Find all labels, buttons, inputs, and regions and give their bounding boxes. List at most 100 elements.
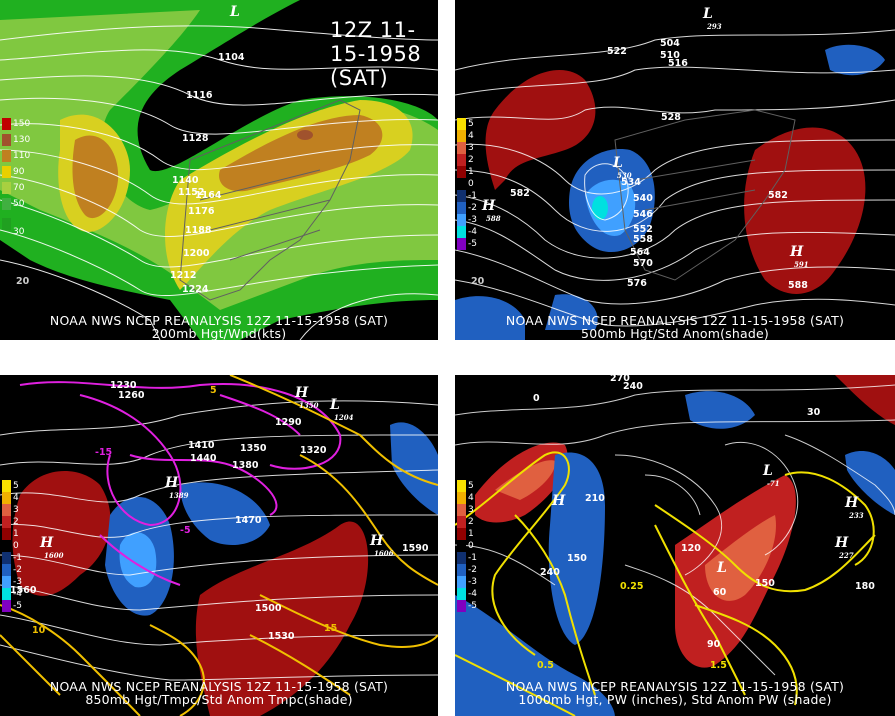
map-850mb bbox=[0, 375, 438, 716]
contour-label: 504 bbox=[660, 38, 680, 49]
contour-label: 1320 bbox=[300, 445, 327, 456]
contour-label: 1350 bbox=[240, 443, 267, 454]
panel-1000mb-height-pw: 5 4 3 2 1 0 -1 -2 -3 -4 -5 270 240 210 1… bbox=[455, 375, 895, 716]
high-pressure-marker: H 1606 bbox=[370, 533, 394, 558]
contour-label: 522 bbox=[607, 46, 627, 57]
contour-label: 180 bbox=[855, 581, 875, 592]
contour-label: 210 bbox=[585, 493, 605, 504]
anom-negative-sw bbox=[455, 296, 525, 340]
high-pressure-marker: H 227 bbox=[835, 535, 854, 560]
anom-negative-west bbox=[455, 595, 615, 716]
high-pressure-marker: H 591 bbox=[790, 244, 809, 269]
anom-positive-west bbox=[485, 70, 596, 190]
contour-label: 5 bbox=[210, 385, 217, 396]
chart-main-title: 12Z 11-15-1958 (SAT) bbox=[330, 18, 422, 90]
contour-label: 150 bbox=[567, 553, 587, 564]
low-pressure-marker: L 1204 bbox=[330, 397, 354, 422]
high-pressure-marker: H bbox=[552, 493, 566, 509]
contour-label: 30 bbox=[807, 407, 821, 418]
contour-label: 1.5 bbox=[710, 660, 727, 671]
contour-label: 564 bbox=[630, 247, 650, 258]
anom-negative-s bbox=[545, 294, 598, 330]
anom-negative-north bbox=[685, 391, 755, 429]
high-pressure-marker: H 588 bbox=[482, 198, 501, 223]
contour-label: 1230 bbox=[110, 380, 137, 391]
caption-200mb: NOAA NWS NCEP REANALYSIS 12Z 11-15-1958 … bbox=[49, 313, 389, 340]
contour-label: 1104 bbox=[218, 52, 245, 63]
contour-label: 1440 bbox=[190, 453, 217, 464]
anom-negative-center bbox=[180, 482, 270, 545]
anom-negative-ne bbox=[825, 44, 885, 76]
contour-label: 1560 bbox=[10, 585, 37, 596]
contour-label: 552 bbox=[633, 224, 653, 235]
contour-label: 558 bbox=[633, 234, 653, 245]
map-500mb bbox=[455, 0, 895, 340]
contour-label: 270 bbox=[610, 375, 630, 384]
contour-label: 1188 bbox=[185, 225, 212, 236]
contour-label: 582 bbox=[510, 188, 530, 199]
panel-200mb-height-wind: 12Z 11-15-1958 (SAT) 150 130 110 90 70 5… bbox=[0, 0, 438, 340]
contour-label: 60 bbox=[713, 587, 727, 598]
contour-label: 576 bbox=[627, 278, 647, 289]
contour-label: 1140 bbox=[172, 175, 199, 186]
contour-label: 20 bbox=[16, 276, 30, 287]
contour-label: 1164 bbox=[195, 190, 222, 201]
contour-label: 1212 bbox=[170, 270, 197, 281]
anom-positive-south bbox=[195, 521, 369, 716]
contour-label: 1260 bbox=[118, 390, 145, 401]
contour-label: 0 bbox=[533, 393, 540, 404]
caption-850mb: NOAA NWS NCEP REANALYSIS 12Z 11-15-1958 … bbox=[49, 679, 389, 707]
contour-label: 0.25 bbox=[620, 581, 644, 592]
contour-label: 570 bbox=[633, 258, 653, 269]
contour-label: 240 bbox=[540, 567, 560, 578]
contour-label: 582 bbox=[768, 190, 788, 201]
contour-label: 240 bbox=[623, 381, 643, 392]
wind-shade-90b bbox=[219, 115, 383, 192]
map-200mb bbox=[0, 0, 438, 340]
panel-850mb-height-temp: 5 4 3 2 1 0 -1 -2 -3 -4 -5 1230 1260 129… bbox=[0, 375, 438, 716]
contour-label: 516 bbox=[668, 58, 688, 69]
contour-label: 10 bbox=[32, 625, 46, 636]
contour-label: 540 bbox=[633, 193, 653, 204]
contour-label: 1116 bbox=[186, 90, 213, 101]
contour-label: 15 bbox=[324, 623, 338, 634]
contour-label: 1224 bbox=[182, 284, 209, 295]
contour-label: 1152 bbox=[178, 187, 205, 198]
caption-500mb: NOAA NWS NCEP REANALYSIS 12Z 11-15-1958 … bbox=[505, 313, 845, 340]
contour-label: 546 bbox=[633, 209, 653, 220]
contour-label: 1590 bbox=[402, 543, 429, 554]
contour-label: 0.5 bbox=[537, 660, 554, 671]
map-1000mb bbox=[455, 375, 895, 716]
anom-negative-east bbox=[390, 422, 438, 515]
wind-shade-90 bbox=[72, 135, 119, 219]
contour-label: 150 bbox=[755, 578, 775, 589]
low-pressure-marker: L 530 bbox=[613, 155, 632, 180]
caption-1000mb: NOAA NWS NCEP REANALYSIS 12Z 11-15-1958 … bbox=[505, 679, 845, 707]
contour-label: 1530 bbox=[268, 631, 295, 642]
low-pressure-marker: L bbox=[230, 4, 240, 20]
contour-label: 1380 bbox=[232, 460, 259, 471]
panel-500mb-height-anomaly: 5 4 3 2 1 0 -1 -2 -3 -4 -5 504 510 516 5… bbox=[455, 0, 895, 340]
contour-label: 90 bbox=[707, 639, 721, 650]
low-pressure-marker: L bbox=[717, 560, 727, 576]
anom-positive-east bbox=[744, 127, 866, 294]
contour-label: 1500 bbox=[255, 603, 282, 614]
high-pressure-marker: H 1350 bbox=[295, 385, 319, 410]
wind-shade-50 bbox=[0, 10, 438, 310]
anom-negative-ne bbox=[845, 450, 895, 515]
contour-label: -15 bbox=[95, 447, 113, 458]
contour-label: 534 bbox=[621, 177, 641, 188]
high-pressure-marker: H 1600 bbox=[40, 535, 64, 560]
high-pressure-marker: H 1389 bbox=[165, 475, 189, 500]
anom-negative-center bbox=[548, 452, 605, 645]
contour-label: 1290 bbox=[275, 417, 302, 428]
contour-label: 1128 bbox=[182, 133, 209, 144]
contour-label: 1410 bbox=[188, 440, 215, 451]
low-pressure-marker: L 293 bbox=[703, 6, 722, 31]
contour-label: 1176 bbox=[188, 206, 215, 217]
low-pressure-marker: L -71 bbox=[763, 463, 780, 488]
contour-label: 20 bbox=[471, 276, 485, 287]
contour-label: 510 bbox=[660, 50, 680, 61]
contour-label: 120 bbox=[681, 543, 701, 554]
high-pressure-marker: H 233 bbox=[845, 495, 864, 520]
